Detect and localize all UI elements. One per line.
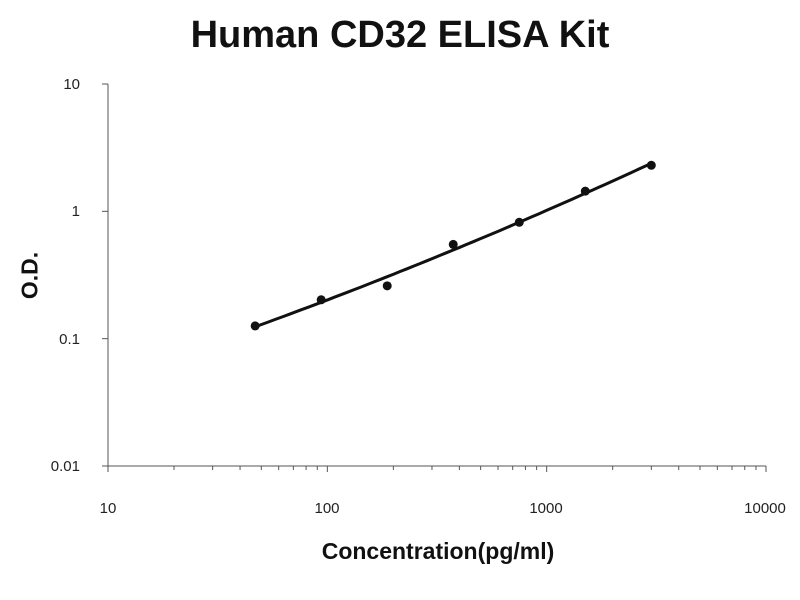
y-tick-label: 10 xyxy=(63,76,80,93)
data-point xyxy=(514,217,524,227)
y-tick-label: 0.01 xyxy=(51,458,80,475)
x-tick-label: 10 xyxy=(100,500,117,517)
chart-title: Human CD32 ELISA Kit xyxy=(190,14,610,56)
x-tick-label: 1000 xyxy=(529,500,562,517)
x-axis-label: Concentration(pg/ml) xyxy=(321,538,555,564)
data-point xyxy=(250,321,260,331)
x-tick-label: 100 xyxy=(314,500,339,517)
data-point xyxy=(448,239,458,249)
data-point xyxy=(646,160,656,170)
x-tick-label: 10000 xyxy=(744,500,786,517)
data-point xyxy=(382,281,392,291)
data-point xyxy=(580,186,590,196)
data-point xyxy=(316,295,326,305)
y-tick-label: 1 xyxy=(72,203,80,220)
y-tick-label: 0.1 xyxy=(59,331,80,348)
